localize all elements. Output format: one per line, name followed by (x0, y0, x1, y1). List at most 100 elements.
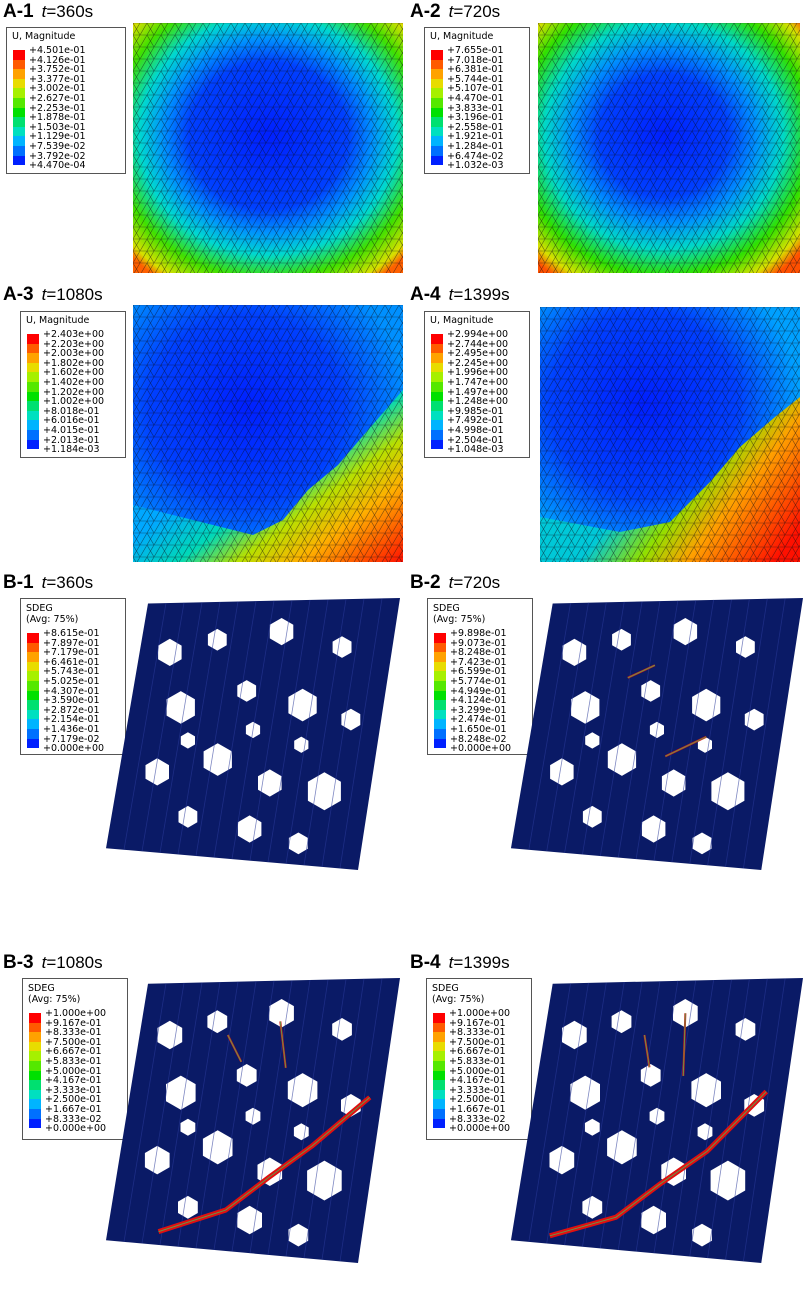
legend-value: +2.203e+00 (43, 338, 105, 350)
lattice-hole (180, 1118, 196, 1136)
damage-zone (227, 1034, 242, 1063)
lattice-hole (293, 1123, 309, 1141)
legend-title: U, Magnitude (430, 315, 494, 326)
legend-swatch (431, 410, 443, 421)
legend-value: +8.333e-02 (45, 1113, 102, 1125)
panel-label: B-3 t=1080s (3, 952, 103, 973)
legend-swatch (27, 353, 39, 363)
legend-subtitle: (Avg: 75%) (26, 614, 79, 625)
legend-swatch (431, 334, 443, 344)
lattice-strut (141, 602, 185, 852)
legend-swatch (434, 719, 446, 729)
legend-swatch (13, 69, 25, 79)
lattice-hole (269, 618, 294, 646)
lattice-hole (207, 1010, 228, 1034)
legend-swatch (431, 126, 443, 137)
legend-value: +7.018e-01 (447, 54, 504, 66)
lattice-hole (697, 1123, 713, 1141)
legend-swatch (27, 420, 39, 430)
legend-swatch (29, 1099, 41, 1109)
lattice-strut (689, 979, 732, 1257)
legend-value: +5.744e-01 (447, 73, 504, 85)
damage-zone (682, 1013, 686, 1076)
lattice-strut (564, 982, 607, 1246)
legend-swatch (431, 372, 443, 382)
legend-swatch (27, 382, 39, 392)
legend-value: +5.833e-01 (449, 1056, 506, 1067)
legend-swatch (433, 1118, 445, 1129)
lattice-strut (249, 600, 293, 861)
lattice-hole (570, 1075, 600, 1110)
legend-value: +6.599e-01 (450, 666, 507, 678)
legend-value: +1.032e-03 (447, 160, 504, 172)
legend-swatch (27, 430, 39, 440)
legend-swatch (431, 136, 443, 146)
lattice-hole (710, 1160, 746, 1201)
legend-value: +1.402e+00 (43, 377, 105, 388)
legend-value: +2.872e-01 (43, 704, 100, 716)
legend-swatch (431, 382, 443, 392)
legend-value: +4.470e-01 (447, 93, 504, 104)
lattice-hole (550, 758, 574, 786)
legend-swatch (431, 430, 443, 440)
legend-swatch (434, 738, 446, 749)
lattice-strut (123, 983, 167, 1242)
legend-swatch (27, 681, 39, 691)
legend-value: +1.667e-01 (45, 1104, 102, 1115)
legend: SDEG (Avg: 75%) +1.000e+00 +9.167e-01 +8.3… (426, 978, 532, 1140)
legend-swatch (434, 690, 446, 701)
lattice-hole (158, 638, 182, 666)
legend-value: +2.154e-01 (43, 714, 100, 726)
legend-swatch (431, 69, 443, 79)
legend-swatch (27, 709, 39, 720)
mesh-grid (538, 23, 800, 273)
legend-value: +6.461e-01 (43, 656, 100, 668)
panel-label: A-2 t=720s (410, 1, 501, 22)
lattice-hole (549, 1145, 575, 1175)
legend-swatch (29, 1080, 41, 1090)
lattice-hole (673, 618, 698, 646)
legend-value: +4.470e-04 (29, 160, 86, 172)
legend-swatch (27, 690, 39, 701)
mesh-grid (133, 305, 403, 562)
legend-swatch (433, 1109, 445, 1119)
legend-value: +5.774e-01 (450, 676, 507, 687)
legend-value: +1.921e-01 (447, 131, 504, 143)
lattice-strut (707, 979, 750, 1259)
legend-value: +1.436e-01 (43, 724, 100, 735)
legend-swatch (433, 1070, 445, 1081)
legend-value: +1.802e+00 (43, 357, 105, 369)
lattice-strut (303, 599, 347, 866)
mesh-grid (133, 23, 403, 273)
legend-value: +1.202e+00 (43, 386, 105, 398)
legend: SDEG (Avg: 75%) +8.615e-01 +7.897e-01 +7.1… (20, 598, 126, 755)
legend-value: +0.000e+00 (449, 1123, 511, 1135)
legend-value: +7.500e-01 (449, 1036, 506, 1048)
legend-value: +8.018e-01 (43, 405, 100, 417)
legend-value: +8.333e-01 (45, 1027, 102, 1039)
legend: SDEG (Avg: 75%) +9.898e-01 +9.073e-01 +8.2… (427, 598, 533, 755)
legend-value: +2.558e-01 (447, 121, 504, 133)
legend-swatch (29, 1089, 41, 1100)
legend-value: +7.492e-01 (447, 415, 504, 427)
lattice-strut (546, 602, 589, 852)
lattice-hole (166, 1075, 196, 1110)
legend-value: +2.504e-01 (447, 434, 504, 446)
legend-value: +2.013e-01 (43, 434, 100, 446)
legend-swatch (29, 1051, 41, 1061)
legend-value: +2.500e-01 (449, 1094, 506, 1106)
legend-swatch (434, 652, 446, 662)
legend-title: SDEG (26, 603, 53, 614)
lattice-strut (599, 601, 643, 857)
legend-swatch (433, 1022, 445, 1033)
legend-swatch (434, 661, 446, 672)
legend-value: +7.897e-01 (43, 637, 100, 649)
lattice-hole (307, 1160, 342, 1201)
lattice-strut (159, 982, 203, 1246)
legend-value: +1.878e-01 (29, 112, 86, 124)
legend-value: +4.124e-01 (450, 695, 507, 707)
legend-value: +7.179e-02 (43, 733, 100, 745)
legend-swatch (13, 126, 25, 137)
legend-title: U, Magnitude (12, 31, 76, 42)
legend-swatch (13, 78, 25, 89)
